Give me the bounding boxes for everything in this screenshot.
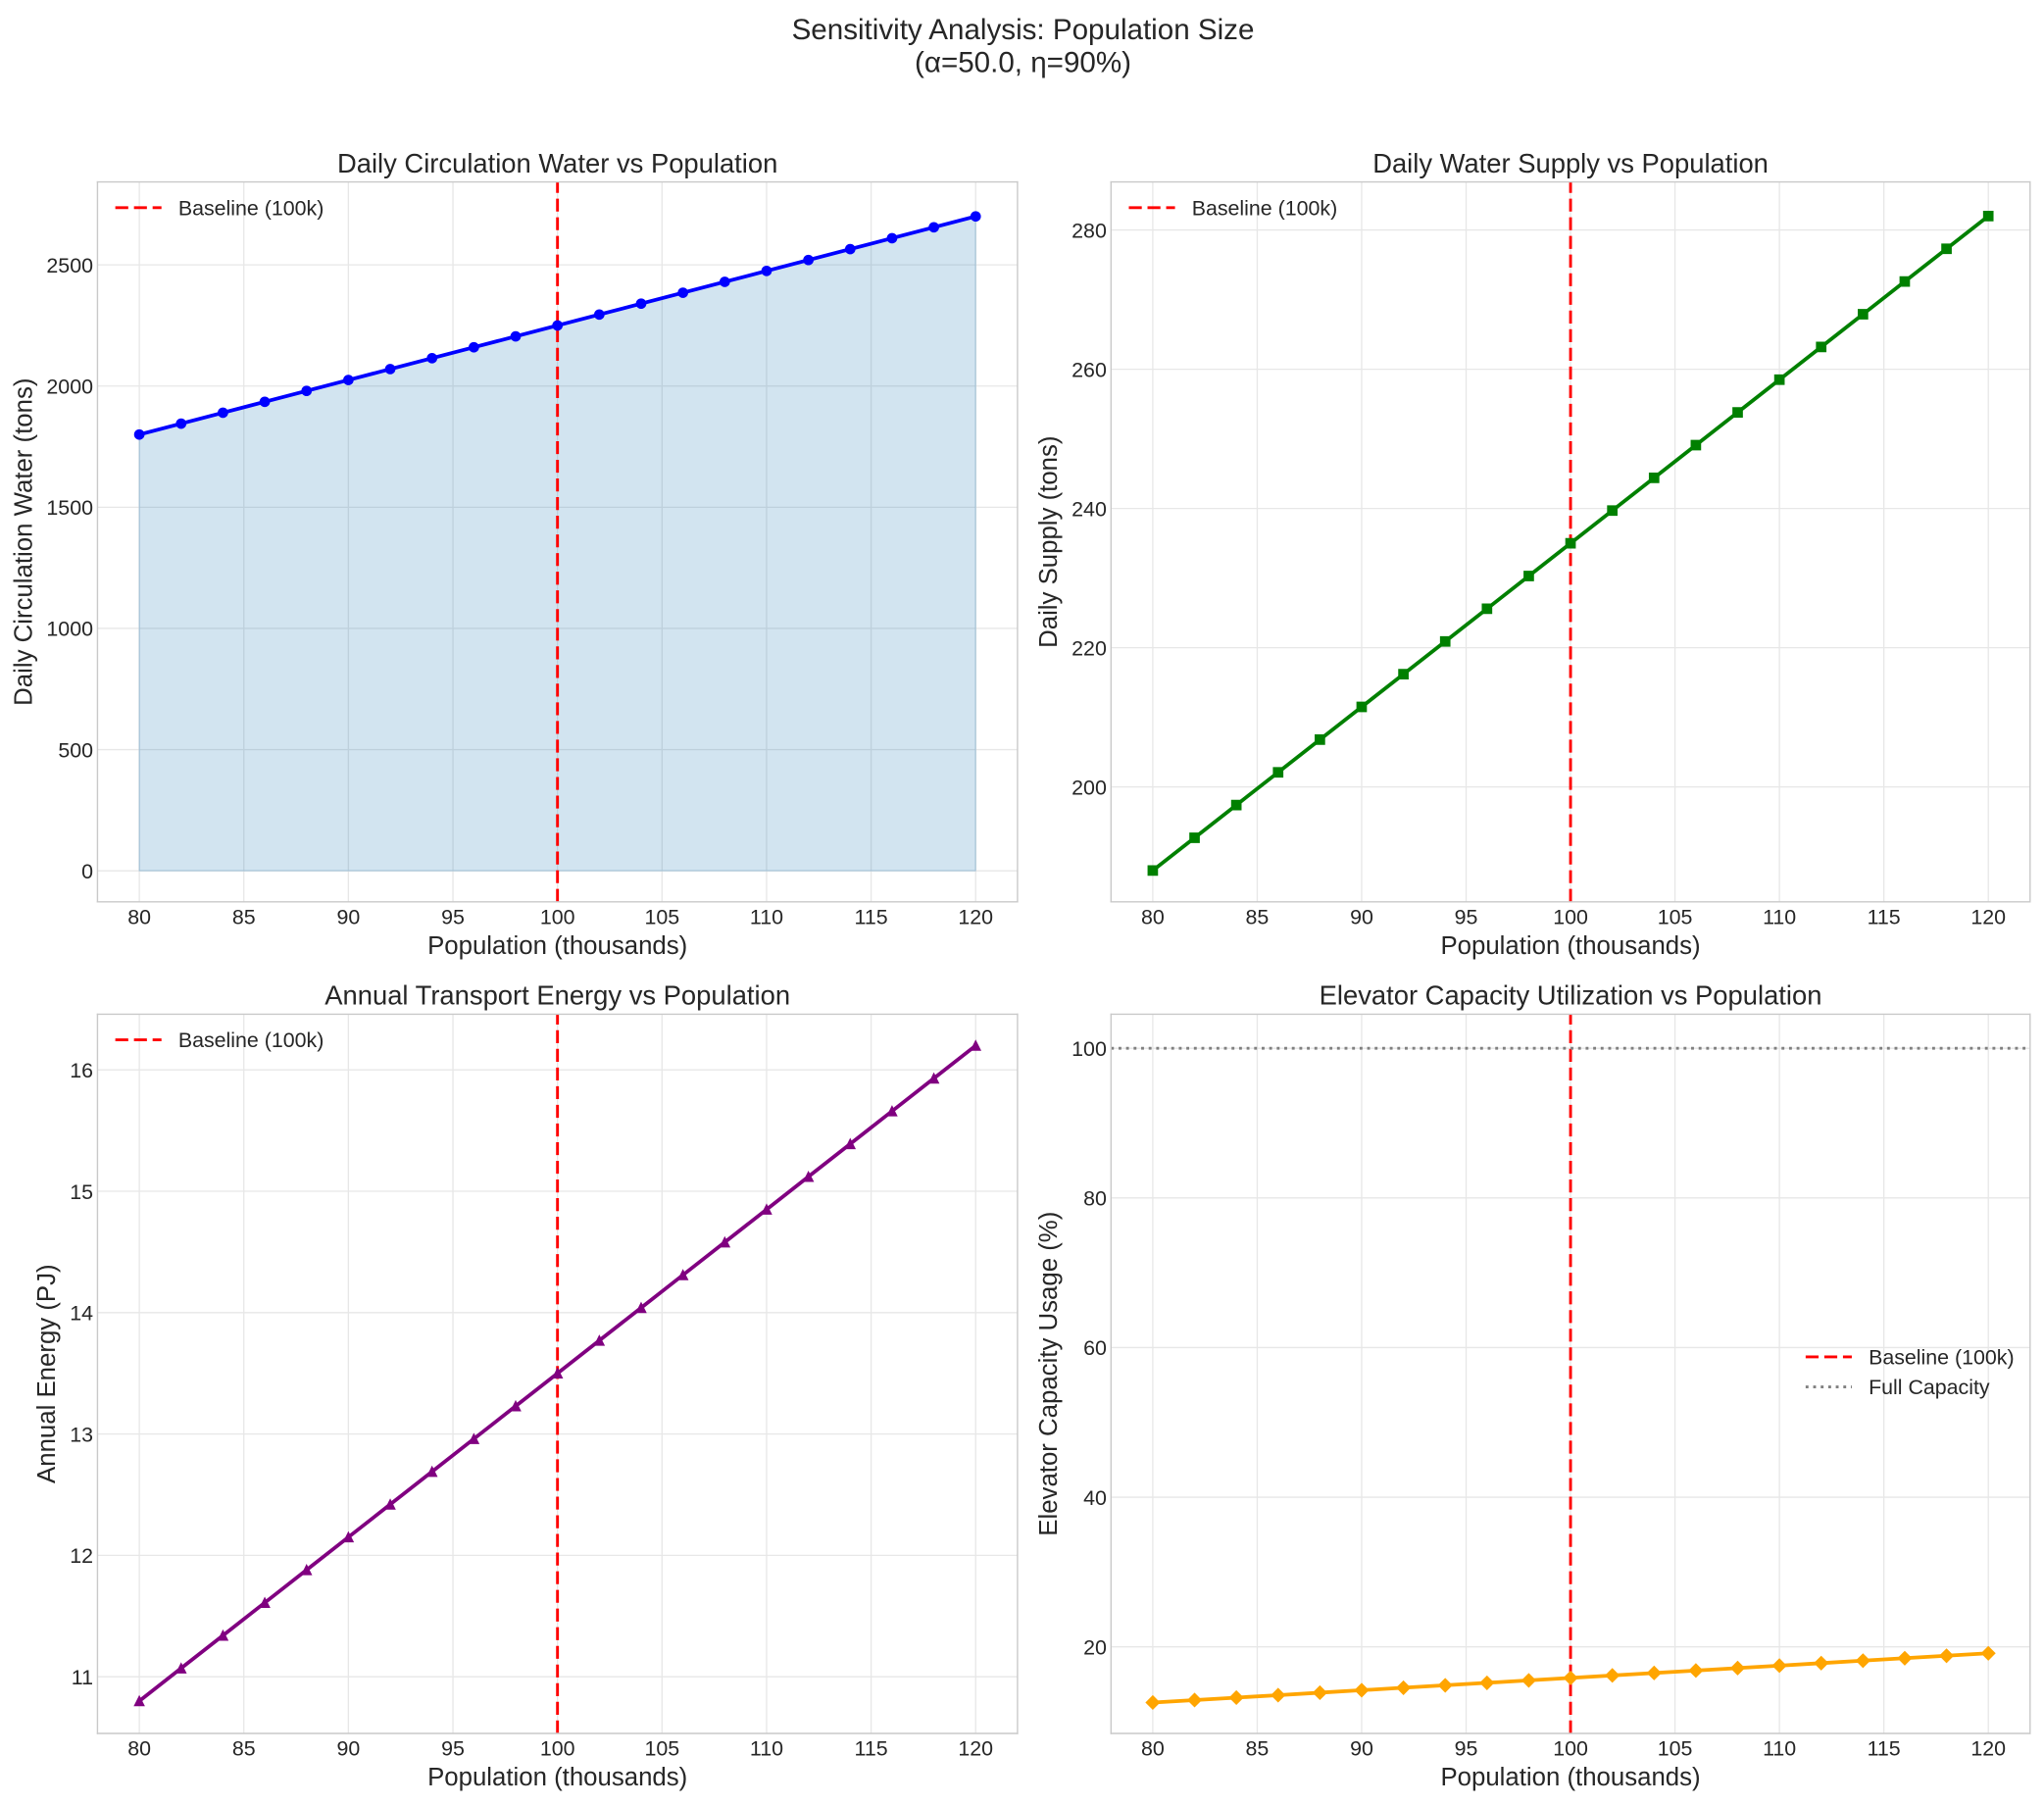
svg-text:Sensitivity Analysis: Populati: Sensitivity Analysis: Population Size [792, 14, 1255, 46]
svg-text:120: 120 [1970, 1736, 2006, 1760]
svg-text:280: 280 [1072, 219, 1107, 242]
svg-text:Daily Water Supply vs Populati: Daily Water Supply vs Population [1372, 148, 1769, 178]
svg-text:95: 95 [441, 1736, 465, 1760]
svg-text:Daily Circulation Water vs Pop: Daily Circulation Water vs Population [337, 148, 777, 178]
svg-text:220: 220 [1072, 636, 1107, 660]
svg-text:80: 80 [127, 905, 151, 928]
svg-text:105: 105 [1658, 1736, 1693, 1760]
svg-text:90: 90 [1350, 1736, 1373, 1760]
svg-text:85: 85 [232, 905, 256, 928]
svg-text:11: 11 [72, 1666, 93, 1689]
svg-text:90: 90 [1350, 905, 1373, 928]
svg-text:15: 15 [70, 1180, 93, 1204]
svg-text:12: 12 [70, 1544, 93, 1568]
svg-text:80: 80 [1141, 905, 1165, 928]
svg-text:85: 85 [232, 1736, 256, 1760]
svg-text:60: 60 [1083, 1336, 1107, 1360]
svg-text:Baseline (100k): Baseline (100k) [178, 1028, 324, 1052]
svg-text:0: 0 [81, 860, 93, 883]
svg-text:Baseline (100k): Baseline (100k) [178, 196, 324, 220]
svg-text:Baseline (100k): Baseline (100k) [1869, 1345, 2015, 1369]
svg-text:Population (thousands): Population (thousands) [427, 1764, 687, 1791]
svg-text:Annual Energy (PJ): Annual Energy (PJ) [33, 1264, 61, 1483]
svg-text:100: 100 [540, 1736, 575, 1760]
svg-text:Full Capacity: Full Capacity [1869, 1376, 1990, 1399]
svg-text:Population (thousands): Population (thousands) [1440, 932, 1700, 960]
svg-text:2000: 2000 [46, 376, 93, 399]
svg-text:120: 120 [958, 1736, 993, 1760]
svg-text:100: 100 [1553, 905, 1588, 928]
svg-text:16: 16 [70, 1059, 93, 1082]
svg-text:80: 80 [1083, 1187, 1107, 1211]
svg-text:115: 115 [855, 905, 888, 928]
svg-text:115: 115 [1868, 905, 1901, 928]
svg-text:(α=50.0, η=90%): (α=50.0, η=90%) [915, 46, 1131, 78]
svg-text:240: 240 [1072, 497, 1107, 521]
svg-text:1500: 1500 [46, 496, 93, 520]
svg-text:Elevator Capacity Utilization: Elevator Capacity Utilization vs Populat… [1320, 980, 1822, 1011]
svg-text:200: 200 [1072, 776, 1107, 799]
svg-text:95: 95 [441, 905, 465, 928]
svg-text:110: 110 [1763, 1736, 1796, 1760]
svg-text:14: 14 [70, 1302, 93, 1326]
svg-text:2500: 2500 [46, 254, 93, 277]
svg-text:110: 110 [1763, 905, 1796, 928]
svg-text:105: 105 [644, 905, 679, 928]
svg-text:Daily Supply (tons): Daily Supply (tons) [1035, 436, 1063, 648]
svg-text:110: 110 [750, 1736, 783, 1760]
svg-text:Annual Transport Energy vs Pop: Annual Transport Energy vs Population [324, 980, 790, 1011]
svg-text:1000: 1000 [46, 618, 93, 641]
svg-text:Population (thousands): Population (thousands) [427, 932, 687, 960]
svg-text:100: 100 [540, 905, 575, 928]
svg-text:500: 500 [58, 738, 93, 762]
svg-text:105: 105 [644, 1736, 679, 1760]
svg-text:110: 110 [750, 905, 783, 928]
svg-text:90: 90 [336, 1736, 360, 1760]
svg-text:115: 115 [855, 1736, 888, 1760]
svg-text:260: 260 [1072, 358, 1107, 381]
svg-text:120: 120 [958, 905, 993, 928]
svg-text:80: 80 [1141, 1736, 1165, 1760]
svg-text:Baseline (100k): Baseline (100k) [1192, 196, 1338, 220]
svg-text:20: 20 [1083, 1635, 1107, 1659]
svg-text:120: 120 [1970, 905, 2006, 928]
svg-text:90: 90 [336, 905, 360, 928]
svg-text:115: 115 [1868, 1736, 1901, 1760]
svg-text:100: 100 [1072, 1037, 1107, 1061]
svg-text:13: 13 [70, 1423, 93, 1446]
svg-text:Elevator Capacity Usage (%): Elevator Capacity Usage (%) [1035, 1212, 1063, 1536]
svg-text:95: 95 [1455, 1736, 1478, 1760]
svg-text:Daily Circulation Water (tons): Daily Circulation Water (tons) [10, 378, 37, 706]
svg-text:40: 40 [1083, 1486, 1107, 1510]
svg-text:85: 85 [1246, 905, 1270, 928]
svg-text:Population (thousands): Population (thousands) [1440, 1764, 1700, 1791]
svg-text:100: 100 [1553, 1736, 1588, 1760]
svg-text:105: 105 [1658, 905, 1693, 928]
svg-text:80: 80 [127, 1736, 151, 1760]
svg-text:95: 95 [1455, 905, 1478, 928]
svg-text:85: 85 [1246, 1736, 1270, 1760]
